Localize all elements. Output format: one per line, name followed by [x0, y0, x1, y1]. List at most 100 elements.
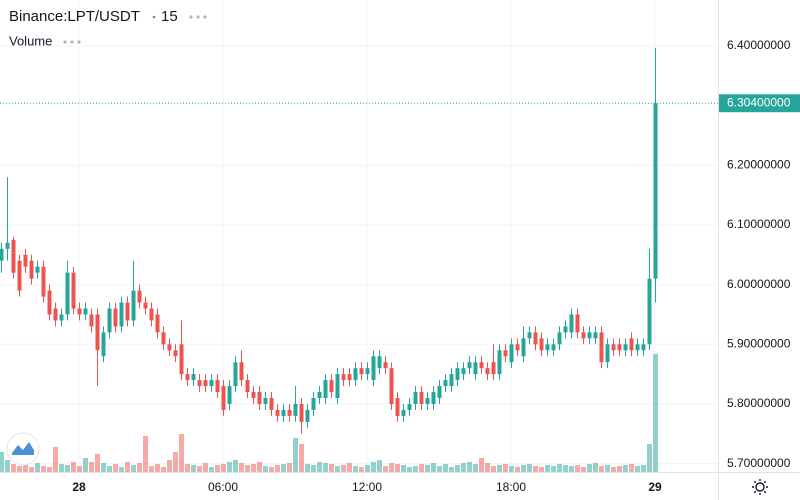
volume-bar	[389, 463, 394, 472]
candle-body	[5, 242, 10, 249]
volume-bar	[29, 467, 34, 472]
volume-bar	[11, 464, 16, 472]
candle-body	[335, 374, 340, 399]
settings-icon[interactable]	[752, 479, 768, 495]
volume-bar	[95, 454, 100, 472]
candle-body	[167, 344, 172, 351]
menu-dots[interactable]	[189, 15, 207, 19]
volume-bar	[581, 467, 586, 472]
candle-body	[23, 254, 28, 267]
candle-body	[125, 302, 130, 321]
volume-menu-dots[interactable]	[63, 40, 81, 44]
volume-bar	[221, 464, 226, 472]
candle-body	[575, 314, 580, 333]
candle-body	[89, 314, 94, 327]
volume-bar	[653, 354, 658, 472]
candle-body	[251, 392, 256, 399]
volume-bar	[167, 460, 172, 472]
volume-bar	[647, 444, 652, 472]
candle-body	[347, 374, 352, 381]
candle-body	[77, 308, 82, 315]
candle-body	[317, 392, 322, 399]
volume-bar	[329, 464, 334, 472]
volume-bar	[293, 438, 298, 472]
volume-bar	[131, 465, 136, 472]
volume-bar	[359, 467, 364, 472]
volume-bar	[521, 465, 526, 472]
candle-body	[359, 368, 364, 375]
volume-bar	[305, 464, 310, 472]
candle-body	[383, 362, 388, 369]
volume-bar	[341, 465, 346, 472]
volume-bar	[479, 458, 484, 472]
volume-bar	[155, 464, 160, 472]
volume-bar	[191, 465, 196, 472]
volume-bar	[89, 462, 94, 472]
candle-body	[221, 386, 226, 410]
volume-bar	[635, 466, 640, 472]
x-tick-label: 18:00	[496, 480, 526, 494]
volume-bar	[461, 463, 466, 472]
candle-body	[461, 368, 466, 375]
volume-label: Volume	[9, 33, 52, 48]
candle-body	[455, 368, 460, 381]
y-tick-label: 6.10000000	[727, 217, 791, 231]
candle-body	[497, 350, 502, 375]
volume-bar	[515, 467, 520, 472]
volume-bar	[83, 458, 88, 472]
last-price-badge	[719, 94, 800, 113]
volume-bar	[443, 464, 448, 472]
candle-body	[83, 308, 88, 315]
volume-bar	[215, 465, 220, 472]
candle-body	[269, 398, 274, 410]
candle-body	[227, 386, 232, 404]
volume-bar	[413, 466, 418, 472]
candle-body	[215, 380, 220, 393]
volume-bar	[317, 462, 322, 472]
volume-bar	[491, 466, 496, 472]
candle-body	[179, 344, 184, 375]
candle-body	[293, 403, 298, 416]
volume-bar	[275, 465, 280, 472]
volume-bar	[383, 466, 388, 472]
volume-bar	[533, 466, 538, 472]
candle-body	[341, 374, 346, 381]
candle-body	[503, 350, 508, 357]
volume-bar	[377, 460, 382, 472]
volume-bar	[101, 463, 106, 472]
volume-bar	[239, 463, 244, 472]
volume-bar	[611, 467, 616, 472]
candle-body	[287, 409, 292, 416]
volume-bar	[47, 467, 52, 472]
candle-body	[191, 374, 196, 381]
candle-body	[305, 409, 310, 422]
candle-body	[47, 290, 52, 315]
volume-bar	[0, 452, 4, 472]
volume-bar	[617, 466, 622, 472]
candle-body	[17, 260, 22, 291]
volume-bar	[485, 463, 490, 472]
volume-bar	[263, 466, 268, 472]
volume-bar	[599, 466, 604, 472]
volume-bar	[431, 463, 436, 472]
candle-body	[641, 344, 646, 351]
volume-bar	[257, 462, 262, 472]
candle-body	[617, 344, 622, 351]
candle-body	[137, 290, 142, 303]
logo-badge[interactable]	[6, 432, 40, 466]
volume-bar	[185, 464, 190, 472]
y-tick-label: 6.40000000	[727, 38, 791, 52]
volume-bar	[125, 462, 130, 472]
volume-bar	[251, 464, 256, 472]
candle-body	[377, 356, 382, 369]
candle-body	[479, 362, 484, 369]
x-tick-label: 06:00	[208, 480, 238, 494]
candle-body	[401, 409, 406, 416]
volume-bar	[641, 465, 646, 472]
volume-bar	[593, 463, 598, 472]
volume-bar	[227, 462, 232, 472]
volume-bar	[137, 463, 142, 472]
volume-bar	[455, 465, 460, 472]
candle-body	[611, 344, 616, 351]
